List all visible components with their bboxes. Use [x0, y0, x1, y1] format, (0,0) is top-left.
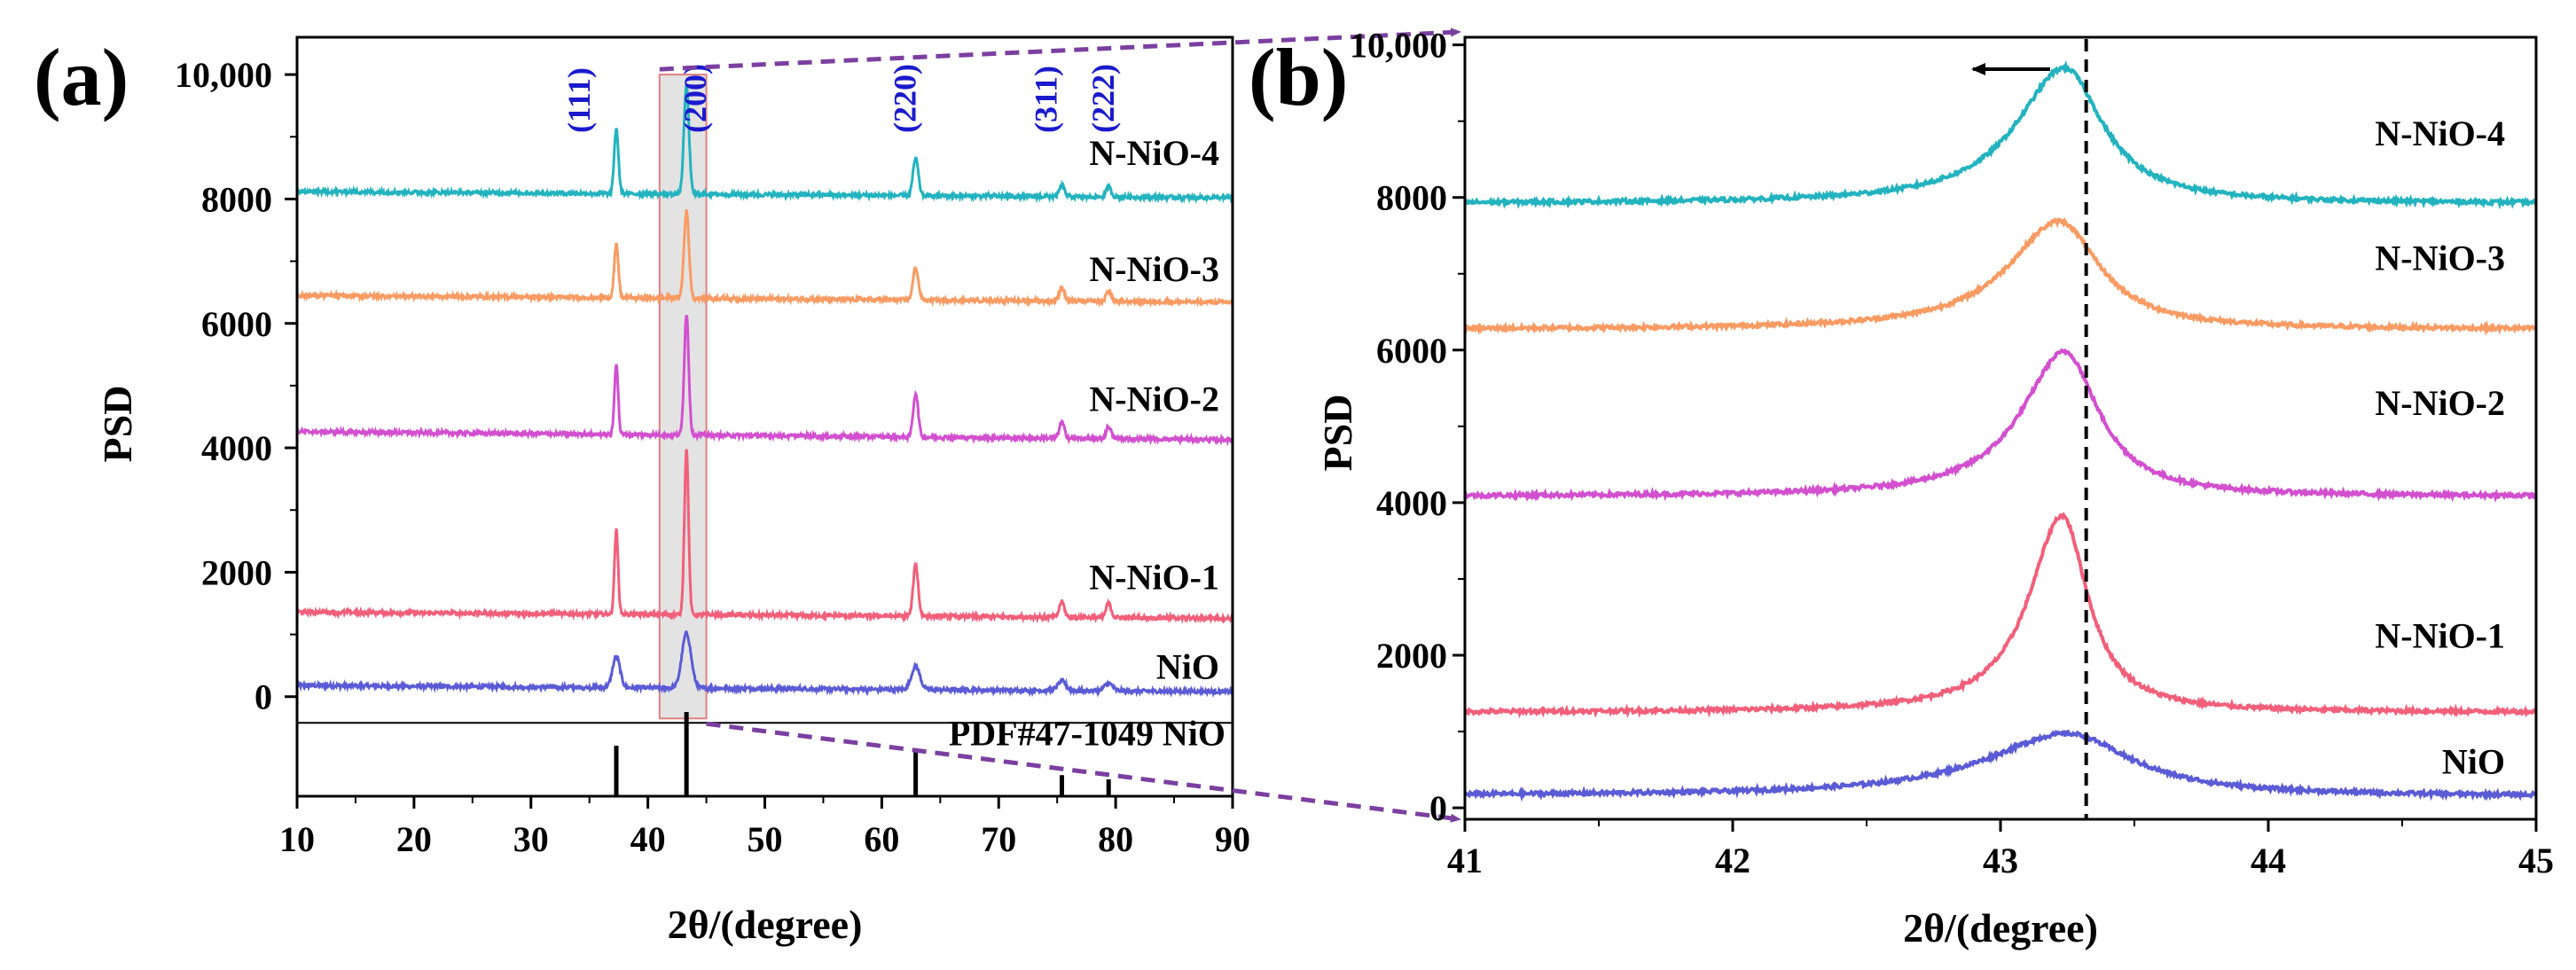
series-line-n-nio-2 [295, 315, 1234, 447]
panel-b-label: (b) [1249, 32, 1348, 122]
y-tick-label: 6000 [1376, 331, 1447, 371]
panel-a-plot: 10 20 30 40 50 60 70 80 90 0 2000 4000 6000 8000 10,00… [95, 35, 1250, 947]
series-line-n-nio-4 [296, 83, 1234, 205]
y-tick-label: 2000 [1376, 636, 1447, 676]
y-tick-label: 10,000 [175, 55, 272, 95]
panel-a-y-axis-title: PSD [95, 386, 140, 463]
panel-a-series-labels: NiO N-NiO-1 N-NiO-2 N-NiO-3 N-NiO-4 [1089, 133, 1219, 687]
series-label-nio: NiO [1156, 647, 1219, 687]
panel-a-series-group [295, 83, 1234, 699]
series-line-n-nio-3 [1463, 216, 2538, 337]
series-label-n-nio-2: N-NiO-2 [1089, 379, 1219, 419]
x-tick-label: 80 [1098, 819, 1133, 859]
series-label-n-nio-4: N-NiO-4 [1089, 133, 1219, 173]
y-tick-label: 8000 [1376, 178, 1447, 218]
x-tick-label: 41 [1447, 841, 1483, 880]
series-line-n-nio-3 [296, 209, 1234, 309]
panel-a-label: (a) [34, 32, 129, 122]
series-line-n-nio-4 [1464, 59, 2538, 210]
x-tick-label: 50 [748, 819, 783, 859]
panel-b-series-group [1463, 59, 2538, 802]
hkl-label: (311) [1028, 66, 1063, 133]
x-tick-label: 20 [396, 819, 432, 859]
x-tick-label: 40 [630, 819, 666, 859]
x-tick-label: 70 [981, 819, 1016, 859]
panel-b-plot: 41 42 43 44 45 0 2000 4000 6000 8000 10,000 NiO N-N… [1315, 26, 2554, 950]
panel-a-x-axis-title: 2θ/(degree) [668, 902, 863, 947]
hkl-label: (220) [888, 64, 923, 133]
x-tick-label: 90 [1215, 819, 1250, 859]
x-tick-label: 60 [864, 819, 899, 859]
y-tick-label: 10,000 [1350, 26, 1447, 66]
y-tick-label: 0 [254, 677, 272, 717]
reference-pdf-label: PDF#47-1049 NiO [949, 713, 1225, 753]
reference-lines-group [614, 712, 1111, 796]
y-tick-label: 6000 [201, 304, 272, 344]
x-tick-label: 42 [1715, 841, 1750, 880]
series-line-n-nio-1 [296, 449, 1234, 625]
hkl-label: (111) [561, 67, 597, 133]
series-label-n-nio-3: N-NiO-3 [2375, 238, 2505, 278]
series-line-nio [295, 630, 1234, 699]
zoom-arrow-bottom [706, 721, 1461, 823]
x-tick-label: 10 [279, 819, 315, 859]
panel-b-frame [1463, 35, 2538, 821]
series-label-n-nio-1: N-NiO-1 [1089, 557, 1219, 597]
hkl-labels: (111) (200) (220) (311) (222) [561, 64, 1121, 133]
y-tick-label: 4000 [201, 428, 272, 468]
y-tick-label: 0 [1429, 788, 1447, 828]
panel-b-x-axis-title: 2θ/(degree) [1903, 905, 2098, 950]
x-tick-label: 44 [2251, 841, 2286, 880]
x-tick-label: 30 [513, 819, 549, 859]
hkl-label: (200) [677, 64, 713, 133]
series-line-nio [1464, 729, 2538, 802]
panel-b-y-axis-title: PSD [1315, 395, 1360, 472]
y-tick-label: 2000 [201, 552, 272, 592]
panel-b-series-labels: NiO N-NiO-1 N-NiO-2 N-NiO-3 N-NiO-4 [2375, 113, 2505, 781]
x-tick-label: 43 [1983, 841, 2018, 880]
y-tick-label: 8000 [201, 179, 272, 219]
series-line-n-nio-2 [1463, 348, 2537, 503]
series-label-n-nio-3: N-NiO-3 [1089, 249, 1219, 289]
panel-a-ticks: 10 20 30 40 50 60 70 80 90 0 2000 4000 6000 8000 10,00… [175, 55, 1250, 859]
series-label-n-nio-2: N-NiO-2 [2375, 383, 2505, 423]
series-label-n-nio-4: N-NiO-4 [2375, 113, 2505, 153]
zoom-arrow-top [659, 27, 1461, 72]
panel-b-ticks: 41 42 43 44 45 0 2000 4000 6000 8000 10,000 [1350, 26, 2554, 880]
y-tick-label: 4000 [1376, 483, 1447, 523]
series-line-n-nio-1 [1463, 512, 2538, 719]
x-tick-label: 45 [2518, 841, 2554, 880]
series-label-n-nio-1: N-NiO-1 [2375, 615, 2505, 655]
series-label-nio: NiO [2442, 741, 2505, 781]
hkl-label: (222) [1085, 64, 1121, 133]
